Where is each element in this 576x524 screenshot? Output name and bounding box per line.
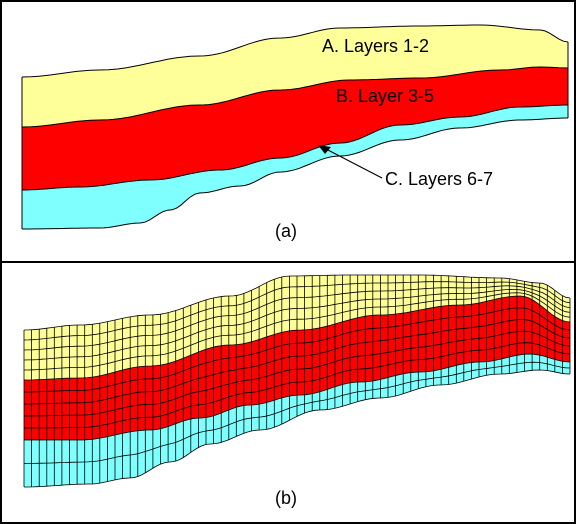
panel-a-caption: (a): [275, 221, 297, 241]
label-layers-1-2: A. Layers 1-2: [322, 36, 429, 56]
panel-a-outline: [21, 24, 569, 230]
label-c-arrow-line: [325, 148, 383, 179]
label-layers-6-7: C. Layers 6-7: [385, 169, 493, 189]
label-layer-3-5: B. Layer 3-5: [336, 86, 434, 106]
panel-a: A. Layers 1-2 B. Layer 3-5 C. Layers 6-7…: [21, 24, 569, 241]
layer-a-yellow: [22, 25, 568, 127]
label-c-arrowhead: [318, 145, 331, 154]
mesh-grid: [23, 274, 571, 488]
layer-c-cyan: [22, 105, 568, 229]
panel-b-caption: (b): [275, 488, 297, 508]
panel-b: (b): [23, 274, 571, 508]
layer-b-red: [22, 67, 568, 190]
